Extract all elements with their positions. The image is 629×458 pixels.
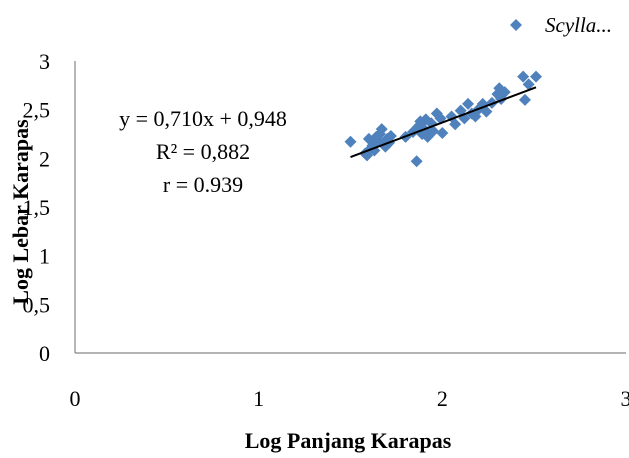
- data-point: [410, 155, 423, 168]
- data-point: [436, 127, 449, 140]
- equation-annotation: y = 0,710x + 0,948 R² = 0,882 r = 0.939: [119, 106, 287, 197]
- y-tick-label: 0: [39, 341, 50, 366]
- data-point: [530, 70, 543, 83]
- y-tick-label: 3: [39, 49, 50, 74]
- data-point: [449, 118, 462, 131]
- x-tick-label: 0: [70, 386, 81, 411]
- y-tick-label: 2,5: [23, 98, 51, 123]
- x-tick-label: 1: [253, 386, 264, 411]
- r-squared-label: R² = 0,882: [156, 139, 250, 164]
- r-label: r = 0.939: [163, 172, 243, 197]
- y-tick-label: 0,5: [23, 292, 51, 317]
- axes: [74, 61, 626, 354]
- data-point: [498, 86, 511, 99]
- x-axis-title: Log Panjang Karapas: [245, 428, 452, 453]
- y-tick-label: 1: [39, 244, 50, 269]
- y-tick-label: 1,5: [23, 195, 51, 220]
- data-point: [480, 105, 493, 118]
- x-tick-labels: 0 1 2 3: [70, 386, 629, 411]
- legend: Scylla...: [510, 13, 612, 37]
- legend-diamond-icon: [510, 19, 522, 31]
- data-point: [517, 70, 530, 83]
- data-points: [344, 70, 543, 168]
- x-tick-label: 3: [621, 386, 629, 411]
- x-tick-label: 2: [437, 386, 448, 411]
- y-axis-title: Log Lebar Karapas: [8, 119, 33, 305]
- data-point: [384, 129, 397, 142]
- legend-entry-label: Scylla...: [545, 13, 612, 37]
- trendline: [350, 86, 537, 159]
- equation-label: y = 0,710x + 0,948: [119, 106, 287, 131]
- data-point: [462, 97, 475, 110]
- y-tick-label: 2: [39, 146, 50, 171]
- data-point: [518, 93, 531, 106]
- data-point: [522, 78, 535, 91]
- data-point: [375, 123, 388, 136]
- data-point: [344, 135, 357, 148]
- y-tick-labels: 0 0,5 1 1,5 2 2,5 3: [23, 49, 51, 366]
